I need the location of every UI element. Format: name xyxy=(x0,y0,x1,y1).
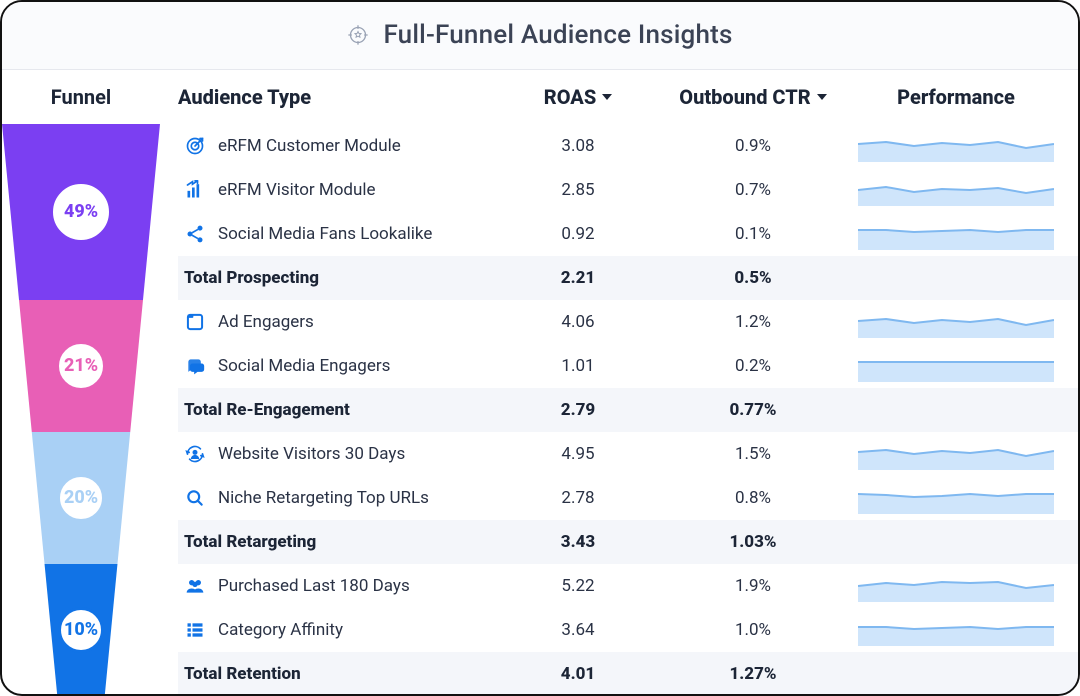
audience-label: Social Media Fans Lookalike xyxy=(218,224,432,244)
total-row: Total Retention 4.01 1.27% xyxy=(178,652,1078,694)
header-roas[interactable]: ROAS xyxy=(508,85,648,109)
ctr-value: 0.7% xyxy=(648,180,858,200)
funnel-segment: 21% xyxy=(2,300,160,432)
roas-value: 4.06 xyxy=(508,312,648,332)
total-roas: 4.01 xyxy=(508,664,648,684)
audience-label: Purchased Last 180 Days xyxy=(218,576,410,596)
ctr-value: 1.9% xyxy=(648,576,858,596)
funnel-badge: 21% xyxy=(56,341,106,391)
table-header-row: Audience Type ROAS Outbound CTR Performa… xyxy=(178,70,1078,124)
ctr-value: 1.0% xyxy=(648,620,858,640)
ctr-value: 1.5% xyxy=(648,444,858,464)
total-row: Total Retargeting 3.43 1.03% xyxy=(178,520,1078,564)
table-row[interactable]: Category Affinity 3.64 1.0% xyxy=(178,608,1078,652)
roas-value: 2.85 xyxy=(508,180,648,200)
roas-value: 3.64 xyxy=(508,620,648,640)
roas-value: 1.01 xyxy=(508,356,648,376)
table-column: Audience Type ROAS Outbound CTR Performa… xyxy=(160,70,1078,694)
table-row[interactable]: eRFM Customer Module 3.08 0.9% xyxy=(178,124,1078,168)
funnel-segment: 10% xyxy=(2,564,160,696)
audience-label: Niche Retargeting Top URLs xyxy=(218,488,429,508)
funnel-stack: 49% 21% 20% 10% xyxy=(2,124,160,694)
caret-down-icon xyxy=(817,94,827,100)
sparkline xyxy=(858,306,1054,338)
total-row: Total Prospecting 2.21 0.5% xyxy=(178,256,1078,300)
ctr-value: 0.1% xyxy=(648,224,858,244)
total-ctr: 0.5% xyxy=(648,268,858,288)
header-audience: Audience Type xyxy=(178,85,508,109)
search-icon xyxy=(184,487,206,509)
insights-card: Full-Funnel Audience Insights Funnel 49%… xyxy=(0,0,1080,696)
audience-label: eRFM Customer Module xyxy=(218,136,401,156)
header-ctr-label: Outbound CTR xyxy=(679,85,810,109)
table-row[interactable]: Niche Retargeting Top URLs 2.78 0.8% xyxy=(178,476,1078,520)
table-row[interactable]: Ad Engagers 4.06 1.2% xyxy=(178,300,1078,344)
audience-label: Website Visitors 30 Days xyxy=(218,444,405,464)
ctr-value: 1.2% xyxy=(648,312,858,332)
total-roas: 3.43 xyxy=(508,532,648,552)
roas-value: 4.95 xyxy=(508,444,648,464)
funnel-badge: 49% xyxy=(53,184,109,240)
square-outline-icon xyxy=(184,311,206,333)
funnel-badge: 20% xyxy=(57,474,105,522)
total-label: Total Re-Engagement xyxy=(184,400,350,420)
header-ctr[interactable]: Outbound CTR xyxy=(648,85,858,109)
table-row[interactable]: Social Media Engagers 1.01 0.2% xyxy=(178,344,1078,388)
roas-value: 2.78 xyxy=(508,488,648,508)
funnel-column: Funnel 49% 21% 20% 10% xyxy=(2,70,160,694)
roas-value: 3.08 xyxy=(508,136,648,156)
header-roas-label: ROAS xyxy=(544,85,596,109)
user-rotate-icon xyxy=(184,443,206,465)
target-star-icon xyxy=(347,21,369,49)
bar-chart-up-icon xyxy=(184,179,206,201)
table-body: eRFM Customer Module 3.08 0.9% eRFM Visi… xyxy=(178,124,1078,694)
total-ctr: 0.77% xyxy=(648,400,858,420)
ctr-value: 0.8% xyxy=(648,488,858,508)
total-row: Total Re-Engagement 2.79 0.77% xyxy=(178,388,1078,432)
total-ctr: 1.27% xyxy=(648,664,858,684)
funnel-header: Funnel xyxy=(2,70,160,124)
sparkline xyxy=(858,614,1054,646)
sparkline xyxy=(858,482,1054,514)
funnel-badge: 10% xyxy=(58,607,104,653)
audience-label: Category Affinity xyxy=(218,620,343,640)
total-label: Total Prospecting xyxy=(184,268,319,288)
funnel-segment: 49% xyxy=(2,124,160,300)
audience-label: Ad Engagers xyxy=(218,312,314,332)
funnel-segment: 20% xyxy=(2,432,160,564)
table-row[interactable]: Website Visitors 30 Days 4.95 1.5% xyxy=(178,432,1078,476)
card-title: Full-Funnel Audience Insights xyxy=(383,20,732,50)
audience-label: Social Media Engagers xyxy=(218,356,390,376)
roas-value: 5.22 xyxy=(508,576,648,596)
total-roas: 2.21 xyxy=(508,268,648,288)
card-body: Funnel 49% 21% 20% 10% Audience Typ xyxy=(2,70,1078,694)
sparkline xyxy=(858,218,1054,250)
total-ctr: 1.03% xyxy=(648,532,858,552)
table-row[interactable]: eRFM Visitor Module 2.85 0.7% xyxy=(178,168,1078,212)
list-icon xyxy=(184,619,206,641)
roas-value: 0.92 xyxy=(508,224,648,244)
sparkline xyxy=(858,130,1054,162)
total-label: Total Retention xyxy=(184,664,301,684)
card-header: Full-Funnel Audience Insights xyxy=(2,2,1078,70)
audience-label: eRFM Visitor Module xyxy=(218,180,376,200)
total-label: Total Retargeting xyxy=(184,532,316,552)
comments-icon xyxy=(184,355,206,377)
table-row[interactable]: Purchased Last 180 Days 5.22 1.9% xyxy=(178,564,1078,608)
share-nodes-icon xyxy=(184,223,206,245)
caret-down-icon xyxy=(602,94,612,100)
target-icon xyxy=(184,135,206,157)
users-icon xyxy=(184,575,206,597)
table-row[interactable]: Social Media Fans Lookalike 0.92 0.1% xyxy=(178,212,1078,256)
sparkline xyxy=(858,570,1054,602)
total-roas: 2.79 xyxy=(508,400,648,420)
ctr-value: 0.2% xyxy=(648,356,858,376)
ctr-value: 0.9% xyxy=(648,136,858,156)
sparkline xyxy=(858,350,1054,382)
sparkline xyxy=(858,174,1054,206)
sparkline xyxy=(858,438,1054,470)
header-performance: Performance xyxy=(858,85,1054,109)
